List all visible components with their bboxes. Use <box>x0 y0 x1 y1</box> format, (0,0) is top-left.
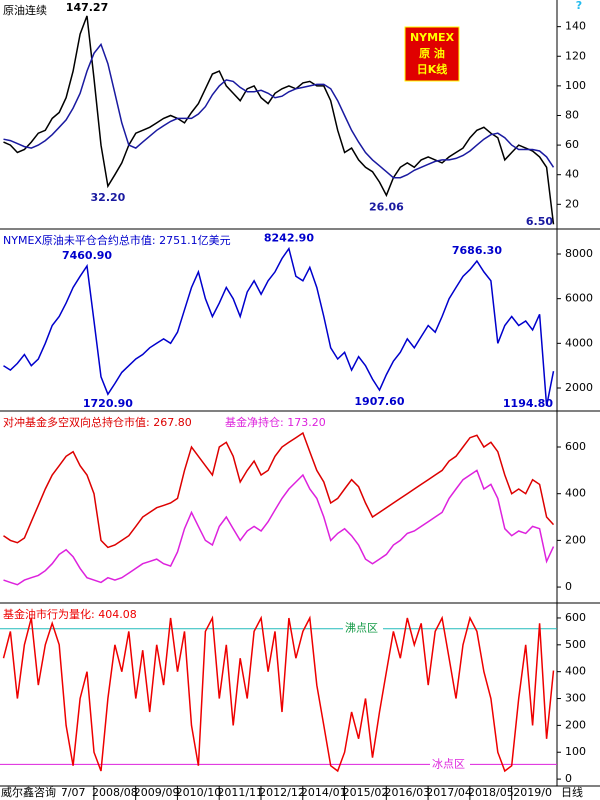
panel-title: 原油连续 <box>3 3 47 17</box>
y-tick-label: 120 <box>565 49 586 62</box>
y-tick-label: 2000 <box>565 381 593 394</box>
panel-title: 基金净持仓: 173.20 <box>225 415 326 429</box>
x-tick-label: 2015/02 <box>343 786 389 799</box>
y-tick-label: 6000 <box>565 292 593 305</box>
x-tick-label: 2008/08 <box>92 786 138 799</box>
y-tick-label: 300 <box>565 692 586 705</box>
footer-left: 威尔鑫咨询 <box>1 785 56 799</box>
y-tick-label: 100 <box>565 79 586 92</box>
series-line <box>3 15 555 225</box>
series-line <box>3 42 555 179</box>
reference-label-bg <box>343 621 383 636</box>
badge-text: 日K线 <box>417 62 448 76</box>
y-tick-label: 8000 <box>565 247 593 260</box>
y-tick-label: 40 <box>565 168 579 181</box>
x-tick-label: 7/07 <box>61 786 86 799</box>
y-tick-label: 0 <box>565 772 572 785</box>
footer-right: 日线 <box>561 785 583 799</box>
y-tick-label: 200 <box>565 718 586 731</box>
x-tick-label: 2011/11 <box>217 786 263 799</box>
y-tick-label: 200 <box>565 533 586 546</box>
x-tick-label: 2018/05 <box>468 786 514 799</box>
badge-text: 原 油 <box>419 46 445 60</box>
y-tick-label: 600 <box>565 440 586 453</box>
panel-title: 基金油市行为量化: 404.08 <box>3 607 137 621</box>
series-line <box>3 431 555 549</box>
y-tick-label: 80 <box>565 108 579 121</box>
y-tick-label: 400 <box>565 487 586 500</box>
x-tick-label: 2010/10 <box>176 786 222 799</box>
value-label: 1720.90 <box>83 397 133 410</box>
x-tick-label: 2019/0 <box>513 786 552 799</box>
reference-label: 沸点区 <box>345 622 378 635</box>
badge-box <box>404 26 460 82</box>
x-tick-label: 2016/03 <box>384 786 430 799</box>
series-line <box>3 246 555 407</box>
x-tick-label: 2012/12 <box>259 786 305 799</box>
series-line <box>3 469 555 586</box>
footer-bg <box>0 787 62 800</box>
value-label: 32.20 <box>91 191 126 204</box>
value-label: 147.27 <box>66 1 108 14</box>
help-icon[interactable]: ? <box>576 0 582 12</box>
x-tick-label: 2014/01 <box>301 786 347 799</box>
y-tick-label: 60 <box>565 138 579 151</box>
reference-label: 冰点区 <box>432 757 465 770</box>
value-label: 7460.90 <box>62 249 112 262</box>
series-line <box>2 615 555 773</box>
value-label: 1907.60 <box>354 395 404 408</box>
value-label: 6.50 <box>526 215 553 228</box>
value-label: 1194.80 <box>503 397 553 410</box>
y-tick-label: 140 <box>565 20 586 33</box>
value-label: 8242.90 <box>264 232 314 245</box>
y-tick-label: 20 <box>565 197 579 210</box>
y-tick-label: 100 <box>565 745 586 758</box>
y-tick-label: 0 <box>565 580 572 593</box>
value-label: 7686.30 <box>452 244 502 257</box>
panel-title: 对冲基金多空双向总持仓市值: 267.80 <box>3 415 192 429</box>
x-tick-label: 2017/04 <box>426 786 472 799</box>
y-tick-label: 600 <box>565 611 586 624</box>
y-tick-label: 500 <box>565 638 586 651</box>
y-tick-label: 400 <box>565 665 586 678</box>
value-label: 26.06 <box>369 200 404 213</box>
reference-label-bg <box>430 757 470 772</box>
badge-text: NYMEX <box>410 31 455 44</box>
panel-title: NYMEX原油未平仓合约总市值: 2751.1亿美元 <box>3 233 231 247</box>
x-tick-label: 2009/09 <box>134 786 180 799</box>
y-tick-label: 4000 <box>565 336 593 349</box>
